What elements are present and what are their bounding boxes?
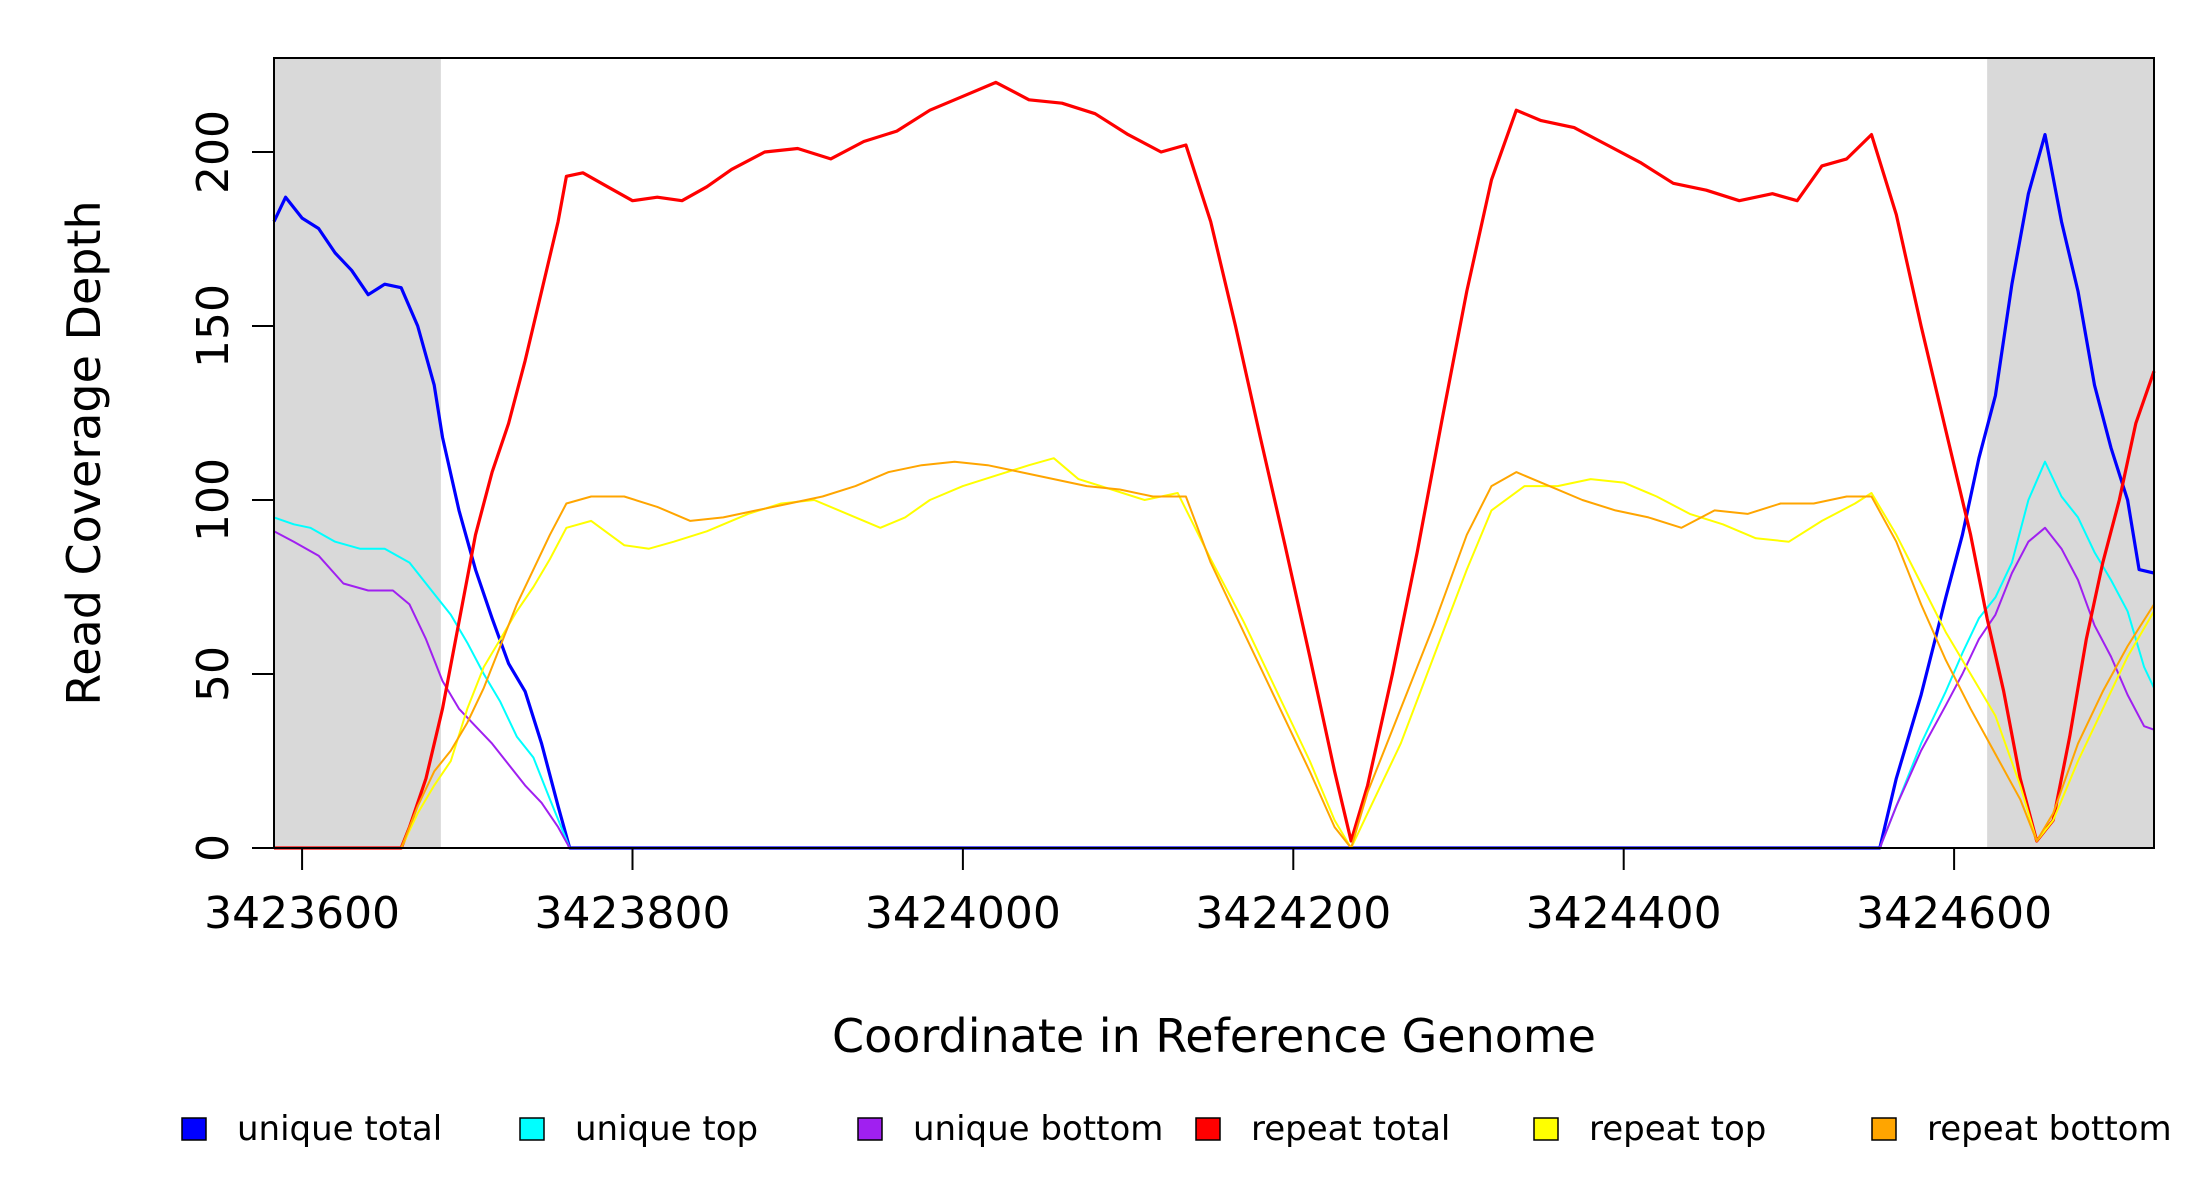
legend-label-repeat-total: repeat total: [1251, 1109, 1450, 1149]
y-axis-label: Read Coverage Depth: [57, 200, 111, 705]
series-line-unique-top: [273, 460, 2155, 849]
y-tick-label: 150: [188, 284, 239, 368]
legend-swatch-repeat-total: [1195, 1117, 1221, 1141]
legend-swatch-unique-bottom: [857, 1117, 883, 1141]
series-lines: [272, 80, 2156, 850]
legend-swatch-repeat-top: [1533, 1117, 1559, 1141]
legend-label-repeat-top: repeat top: [1589, 1109, 1766, 1149]
shaded-region-1: [274, 58, 441, 848]
x-axis-label: Coordinate in Reference Genome: [832, 1009, 1596, 1063]
legend-label-unique-total: unique total: [237, 1109, 442, 1149]
legend-label-repeat-bottom: repeat bottom: [1927, 1109, 2172, 1149]
x-axis: 3423600 3423800 3424000 3424200 3424400 34246…: [204, 847, 2052, 939]
x-tick-label: 3424000: [865, 888, 1061, 939]
y-axis: 0 50 100 150 200: [188, 110, 275, 862]
y-tick-label: 50: [188, 646, 239, 702]
y-tick-label: 200: [188, 110, 239, 194]
legend: unique total unique top unique bottom repea…: [181, 1109, 2172, 1149]
x-tick-label: 3424200: [1195, 888, 1391, 939]
plot-frame: [273, 57, 2155, 849]
y-tick-label: 100: [188, 458, 239, 542]
series-line-repeat-top: [274, 457, 2155, 849]
shaded-region-2: [1987, 58, 2154, 848]
y-tick-label: 0: [188, 834, 239, 862]
x-tick-label: 3423600: [204, 888, 400, 939]
legend-swatch-unique-top: [519, 1117, 545, 1141]
x-tick-label: 3424400: [1526, 888, 1722, 939]
legend-swatch-repeat-bottom: [1871, 1117, 1897, 1141]
x-tick-label: 3423800: [535, 888, 731, 939]
legend-label-unique-top: unique top: [575, 1109, 758, 1149]
legend-swatch-unique-total: [181, 1117, 207, 1141]
x-tick-label: 3424600: [1856, 888, 2052, 939]
series-line-unique-total: [272, 133, 2155, 850]
series-line-repeat-total: [274, 80, 2156, 850]
shaded-regions: [274, 58, 2154, 848]
series-line-repeat-bottom: [274, 460, 2155, 849]
legend-label-unique-bottom: unique bottom: [913, 1109, 1163, 1149]
